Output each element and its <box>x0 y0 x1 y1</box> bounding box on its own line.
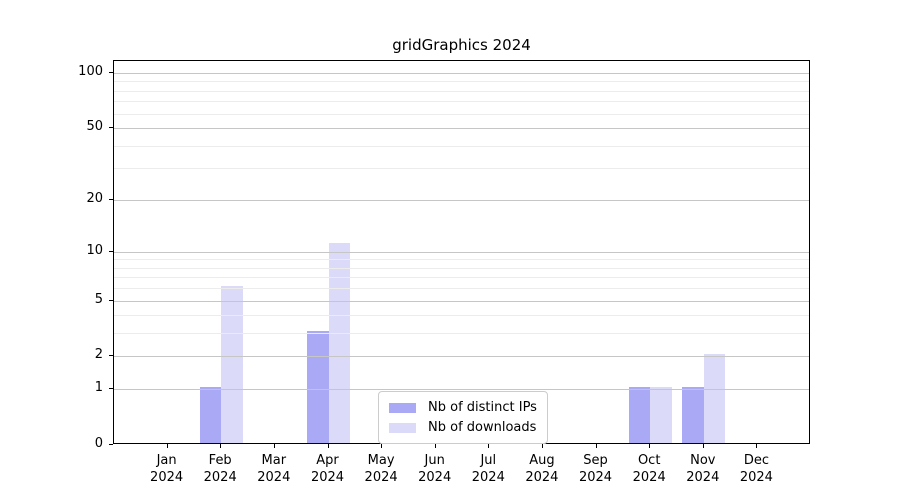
x-tick-mark <box>488 444 490 448</box>
x-tick-mark <box>434 444 436 448</box>
legend: Nb of distinct IPs Nb of downloads <box>378 391 548 444</box>
bar-apr-ips <box>307 331 329 443</box>
bars-layer <box>114 61 809 443</box>
x-tick-month: Sep <box>583 453 608 468</box>
x-tick-year: 2024 <box>310 470 345 485</box>
x-tick-label-nov: Nov 2024 <box>673 452 733 486</box>
plot-area <box>113 60 810 444</box>
x-tick-label-mar: Mar 2024 <box>244 452 304 486</box>
y-tick-label: 1 <box>94 380 103 396</box>
x-tick-label-dec: Dec 2024 <box>726 452 786 486</box>
x-tick-year: 2024 <box>364 470 398 485</box>
y-tick-mark <box>109 444 113 445</box>
x-tick-mark <box>327 444 329 448</box>
x-tick-mark <box>595 444 597 448</box>
chart-title: gridGraphics 2024 <box>392 36 531 54</box>
legend-swatch-distinct-ips <box>389 402 416 413</box>
bar-oct-ips <box>628 387 651 443</box>
x-tick-mark <box>166 444 168 448</box>
x-tick-label-apr: Apr 2024 <box>298 452 358 486</box>
x-tick-mark <box>273 444 275 448</box>
y-tick-mark <box>109 198 113 200</box>
bar-feb-downloads <box>221 286 243 443</box>
x-tick-year: 2024 <box>471 470 505 485</box>
x-tick-mark <box>541 444 543 448</box>
x-tick-year: 2024 <box>203 470 237 485</box>
x-tick-label-may: May 2024 <box>351 452 411 486</box>
x-tick-label-aug: Aug 2024 <box>512 452 572 486</box>
x-tick-year: 2024 <box>686 470 720 485</box>
legend-swatch-downloads <box>389 422 416 433</box>
x-tick-month: Jan <box>156 453 177 468</box>
x-tick-year: 2024 <box>632 470 666 485</box>
bar-oct-downloads <box>650 387 672 443</box>
x-tick-month: May <box>367 453 395 468</box>
legend-label-distinct-ips: Nb of distinct IPs <box>428 400 537 415</box>
legend-label-downloads: Nb of downloads <box>428 420 537 435</box>
bar-nov-ips <box>682 387 704 443</box>
y-tick-mark <box>109 71 113 73</box>
x-tick-month: Jun <box>424 453 445 468</box>
x-tick-mark <box>702 444 704 448</box>
x-tick-label-oct: Oct 2024 <box>619 452 679 486</box>
y-tick-mark <box>109 250 113 252</box>
x-tick-year: 2024 <box>418 470 452 485</box>
y-tick-mark <box>109 127 113 128</box>
bar-feb-ips <box>199 387 222 443</box>
y-tick-mark <box>109 355 113 357</box>
x-tick-month: Oct <box>637 453 661 468</box>
x-tick-year: 2024 <box>525 470 559 485</box>
x-tick-month: Mar <box>261 453 287 468</box>
x-tick-mark <box>756 444 758 448</box>
y-tick-label: 100 <box>78 63 103 79</box>
x-tick-mark <box>220 444 222 448</box>
x-tick-label-feb: Feb 2024 <box>190 452 250 486</box>
x-tick-month: Nov <box>690 453 716 468</box>
x-tick-year: 2024 <box>739 470 773 485</box>
y-tick-label: 5 <box>94 291 103 307</box>
y-tick-label: 20 <box>86 190 103 206</box>
x-tick-month: Dec <box>743 453 769 468</box>
x-tick-month: Jul <box>480 453 497 468</box>
x-tick-year: 2024 <box>257 470 291 485</box>
x-tick-label-jun: Jun 2024 <box>405 452 465 486</box>
x-tick-year: 2024 <box>150 470 184 485</box>
x-tick-label-jan: Jan 2024 <box>137 452 197 486</box>
x-tick-mark <box>649 444 651 448</box>
y-tick-mark <box>109 388 113 390</box>
y-tick-mark <box>109 299 113 301</box>
x-tick-month: Apr <box>316 453 339 468</box>
x-tick-year: 2024 <box>578 470 613 485</box>
x-tick-mark <box>381 444 383 448</box>
x-tick-label-sep: Sep 2024 <box>566 452 626 486</box>
y-tick-label: 0 <box>94 436 103 451</box>
x-tick-month: Aug <box>529 453 555 468</box>
legend-item-downloads: Nb of downloads <box>389 419 537 436</box>
x-tick-label-jul: Jul 2024 <box>458 452 518 486</box>
y-tick-label: 10 <box>86 242 103 258</box>
x-tick-month: Feb <box>208 453 232 468</box>
bar-nov-downloads <box>703 354 726 443</box>
y-tick-label: 2 <box>94 347 103 363</box>
y-tick-label: 50 <box>86 119 103 134</box>
bar-apr-downloads <box>328 242 350 443</box>
legend-item-distinct-ips: Nb of distinct IPs <box>389 399 537 416</box>
